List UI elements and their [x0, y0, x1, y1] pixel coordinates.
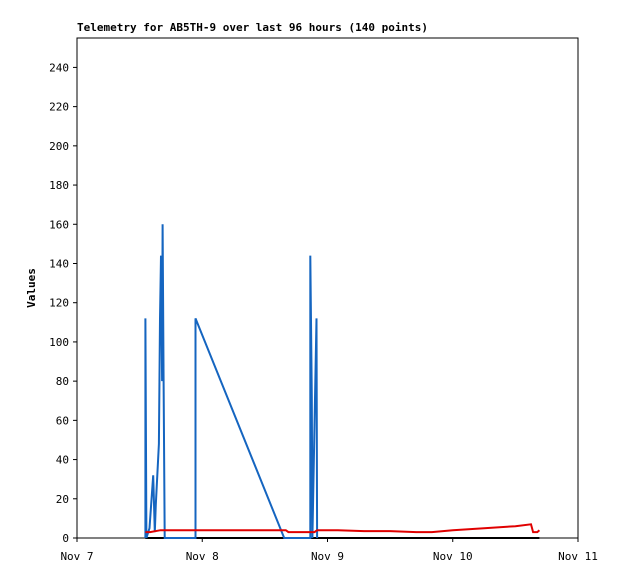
- y-tick-label: 240: [49, 61, 69, 74]
- y-tick-label: 160: [49, 218, 69, 231]
- y-tick-label: 180: [49, 179, 69, 192]
- y-tick-label: 60: [56, 414, 69, 427]
- chart-title: Telemetry for AB5TH-9 over last 96 hours…: [77, 21, 428, 34]
- y-tick-label: 200: [49, 140, 69, 153]
- y-tick-label: 0: [62, 532, 69, 545]
- y-tick-label: 20: [56, 493, 69, 506]
- y-tick-label: 140: [49, 257, 69, 270]
- series-line: [145, 523, 541, 534]
- x-tick-label: Nov 8: [186, 550, 219, 563]
- y-tick-label: 120: [49, 297, 69, 310]
- y-tick-label: 80: [56, 375, 69, 388]
- x-tick-label: Nov 9: [311, 550, 344, 563]
- series-line: [144, 224, 319, 539]
- y-tick-label: 100: [49, 336, 69, 349]
- plot-frame: [76, 37, 579, 539]
- x-tick-label: Nov 11: [558, 550, 598, 563]
- y-axis-label: Values: [25, 268, 38, 308]
- x-tick-label: Nov 10: [433, 550, 473, 563]
- x-tick-label: Nov 7: [60, 550, 93, 563]
- y-tick-label: 220: [49, 101, 69, 114]
- y-tick-label: 40: [56, 454, 69, 467]
